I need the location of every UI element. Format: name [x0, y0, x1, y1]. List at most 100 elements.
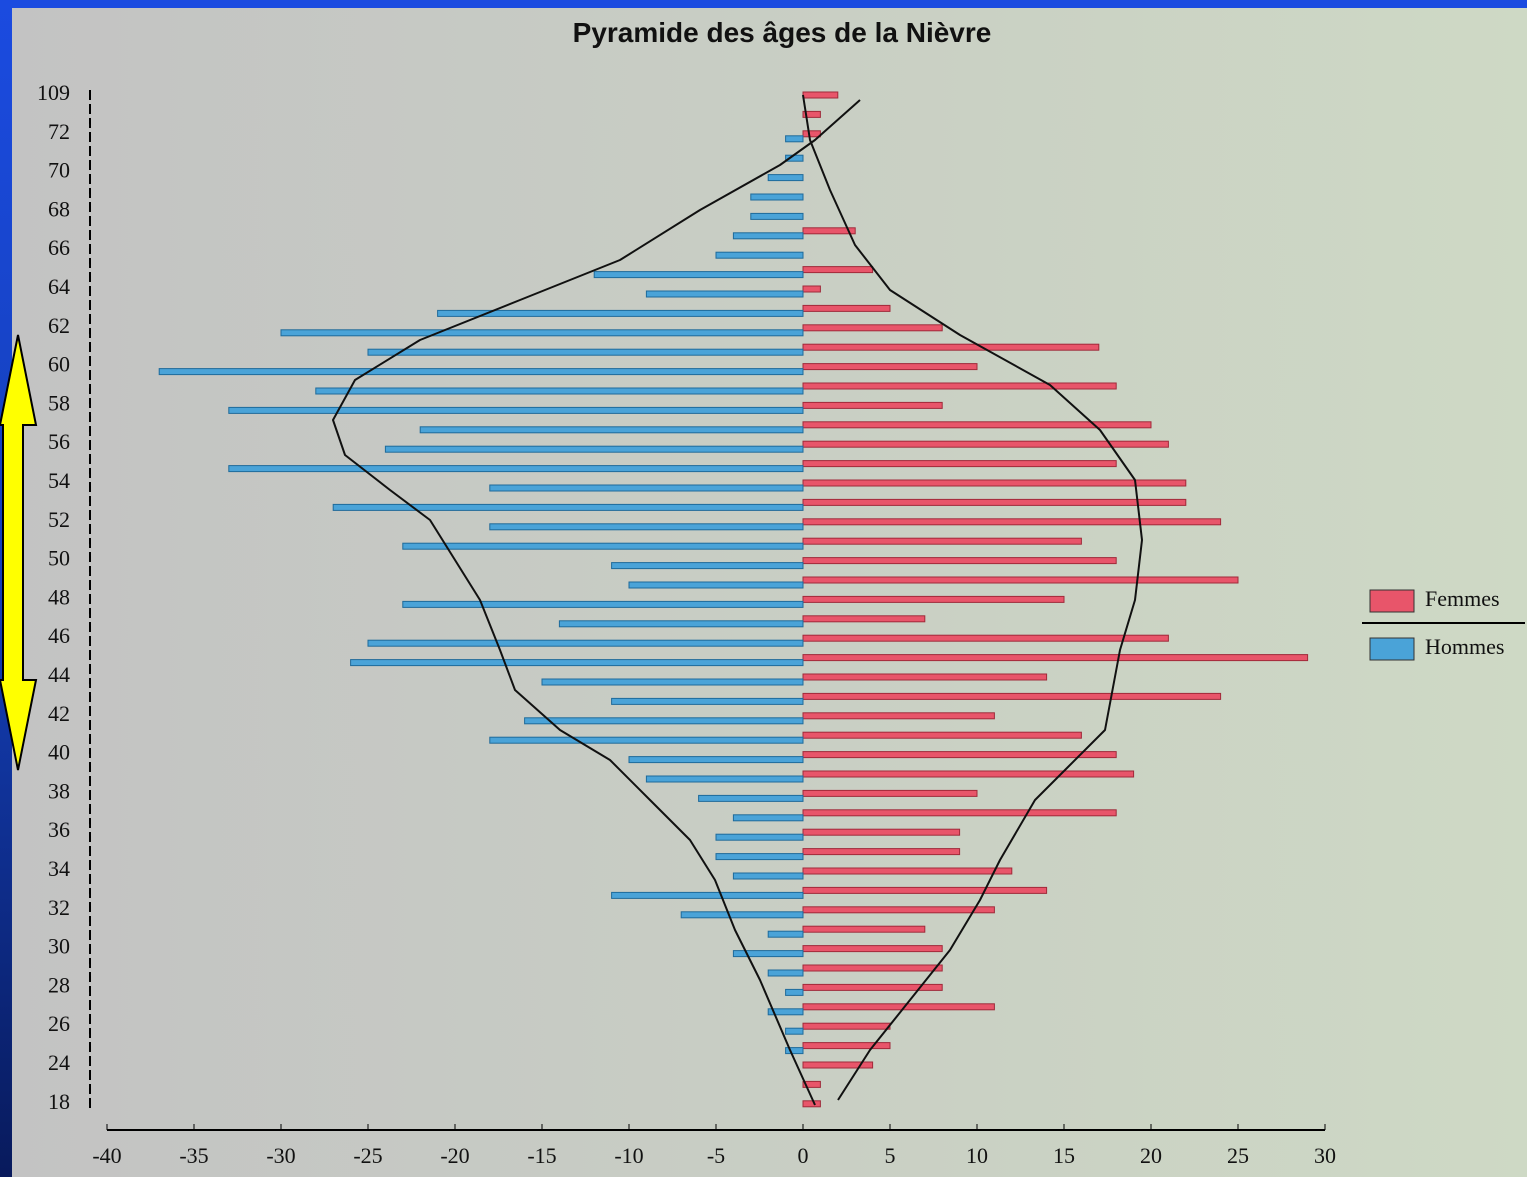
bar	[802, 440, 1169, 448]
y-tick-label: 60	[48, 352, 70, 377]
x-tick-label: 0	[798, 1143, 809, 1168]
bar	[367, 348, 804, 356]
bar	[541, 678, 804, 686]
bar	[767, 969, 804, 977]
x-tick-label: 15	[1053, 1143, 1075, 1168]
bar	[680, 911, 804, 919]
legend-swatch	[1369, 589, 1415, 613]
curve	[802, 94, 1143, 1101]
bar	[750, 212, 804, 220]
x-tick-label: -15	[527, 1143, 556, 1168]
bar	[802, 401, 943, 409]
bar	[802, 712, 995, 720]
y-tick-label: 48	[48, 584, 70, 609]
bar	[489, 484, 804, 492]
x-tick-label: -20	[440, 1143, 469, 1168]
bar	[802, 537, 1082, 545]
y-tick-label: 42	[48, 701, 70, 726]
bar	[802, 343, 1100, 351]
x-tick-label: -40	[92, 1143, 121, 1168]
bar	[715, 251, 804, 259]
arrow	[0, 334, 38, 771]
y-tick-label: 66	[48, 235, 70, 260]
bar	[802, 751, 1117, 759]
x-tick-label: 30	[1314, 1143, 1336, 1168]
y-tick-label: 64	[48, 274, 70, 299]
bar	[802, 130, 821, 138]
x-tick-label: 5	[885, 1143, 896, 1168]
bar	[802, 964, 943, 972]
bar	[367, 639, 804, 647]
y-tick-label: 30	[48, 934, 70, 959]
y-tick-label: 36	[48, 817, 70, 842]
bar	[489, 523, 804, 531]
curve	[332, 99, 861, 1106]
bar	[645, 290, 804, 298]
y-tick-label: 54	[48, 468, 70, 493]
bar	[698, 794, 804, 802]
bar	[802, 654, 1309, 662]
bar	[419, 426, 804, 434]
bar	[802, 110, 821, 118]
bar	[593, 271, 804, 279]
bar	[802, 518, 1222, 526]
bar	[802, 983, 943, 991]
bar	[802, 634, 1169, 642]
bar	[611, 891, 804, 899]
legend-label: Femmes	[1425, 586, 1500, 611]
bar	[785, 988, 804, 996]
bar	[402, 542, 804, 550]
legend-label: Hommes	[1425, 634, 1504, 659]
bar	[802, 595, 1065, 603]
bar	[732, 232, 804, 240]
bar	[767, 174, 804, 182]
y-tick-label: 38	[48, 778, 70, 803]
bar	[350, 659, 804, 667]
x-tick-label: 10	[966, 1143, 988, 1168]
bar	[802, 848, 961, 856]
bar	[732, 814, 804, 822]
bar	[402, 600, 804, 608]
chart-title: Pyramide des âges de la Nièvre	[573, 17, 992, 48]
bar	[802, 91, 839, 99]
bar	[802, 1061, 874, 1069]
y-tick-label: 62	[48, 313, 70, 338]
bar	[802, 828, 961, 836]
bar	[802, 1042, 891, 1050]
bar	[767, 930, 804, 938]
plot-panel	[12, 8, 1527, 1177]
y-tick-label: 40	[48, 740, 70, 765]
bar	[802, 1003, 995, 1011]
bar	[802, 925, 926, 933]
bar	[750, 193, 804, 201]
bar	[802, 615, 926, 623]
bar	[802, 324, 943, 332]
bar	[802, 479, 1187, 487]
y-tick-label: 28	[48, 972, 70, 997]
bar	[732, 872, 804, 880]
y-tick-label: 52	[48, 507, 70, 532]
bar	[785, 1027, 804, 1035]
bar	[332, 503, 804, 511]
bar	[611, 697, 804, 705]
bars	[158, 91, 1309, 1108]
bar	[802, 421, 1152, 429]
bar	[437, 309, 804, 317]
y-tick-label: 72	[48, 119, 70, 144]
bar	[802, 285, 821, 293]
bar	[802, 227, 856, 235]
bar	[802, 266, 874, 274]
bar	[628, 756, 804, 764]
bar	[280, 329, 804, 337]
y-tick-label: 70	[48, 158, 70, 183]
y-tick-label: 46	[48, 623, 70, 648]
bar	[802, 304, 891, 312]
x-tick-label: 25	[1227, 1143, 1249, 1168]
x-tick-label: -35	[179, 1143, 208, 1168]
y-tick-label: 18	[48, 1089, 70, 1114]
bar	[785, 1047, 804, 1055]
bar	[802, 1022, 891, 1030]
bar	[489, 736, 804, 744]
bar	[802, 557, 1117, 565]
